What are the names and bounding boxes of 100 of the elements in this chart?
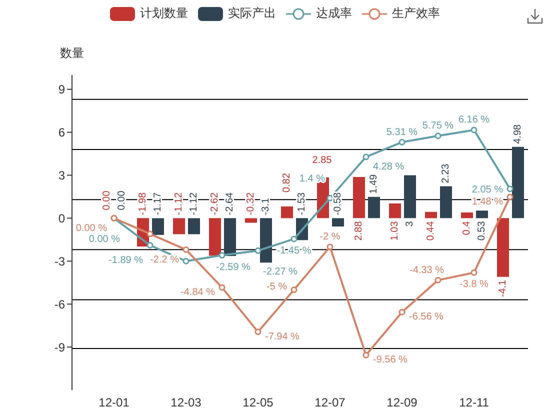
data-label: 1.49 (368, 174, 380, 194)
data-label: -2.2 % (150, 254, 180, 266)
legend-label: 生产效率 (392, 5, 440, 22)
data-label: -1.53 (296, 192, 308, 216)
data-label: -1.12 (188, 192, 200, 216)
point (254, 247, 262, 254)
point (434, 132, 442, 140)
point (506, 186, 514, 192)
data-label: -7.94 % (264, 331, 300, 342)
bar (512, 146, 524, 218)
bar (152, 218, 164, 235)
point (218, 252, 226, 259)
data-label: -1.12 (174, 192, 185, 216)
data-label: 0.00 % (88, 234, 120, 245)
bar (209, 218, 221, 256)
data-label: 0.82 (282, 172, 293, 192)
bar (404, 175, 416, 218)
data-label: 6.16 % (458, 114, 490, 126)
bar (353, 176, 365, 218)
point (182, 246, 190, 253)
data-label: 2.85 (312, 154, 332, 166)
data-label: -2.59 % (216, 262, 251, 273)
data-label: 0.4 (462, 220, 473, 236)
data-label: 2.88 (354, 220, 365, 241)
data-label: 0.53 (476, 220, 488, 241)
bar (260, 218, 272, 263)
point (182, 258, 190, 264)
data-label: -1.17 (152, 192, 164, 216)
data-label: -3.8 % (460, 279, 489, 290)
data-label: 3 (404, 220, 416, 227)
point (398, 308, 406, 316)
data-label: 0.00 (116, 190, 128, 210)
bar (476, 210, 488, 218)
data-label: -2.62 (210, 192, 221, 216)
point (362, 352, 370, 358)
point (326, 244, 334, 250)
y-tick-label: 6 (58, 126, 66, 140)
data-label: -1.89 % (108, 254, 144, 266)
data-label: -4.1 (498, 279, 509, 298)
data-label: 0.00 % (76, 222, 108, 234)
bar (224, 218, 236, 256)
bar (332, 218, 344, 226)
data-label: -5 % (266, 281, 288, 292)
data-label: -1.98 (138, 192, 149, 216)
bar (497, 218, 509, 277)
y-tick-label: -3 (54, 254, 66, 268)
point (290, 286, 298, 294)
x-tick-label: 12-03 (170, 396, 202, 410)
point (146, 230, 154, 238)
data-label: 1.03 (390, 220, 401, 241)
data-label: -4.33 % (410, 264, 444, 276)
point (398, 138, 406, 146)
data-label: 4.98 (512, 124, 524, 144)
data-label: -2.27 % (262, 266, 298, 278)
point (434, 276, 442, 284)
point (146, 242, 154, 248)
bar (425, 212, 437, 218)
point (470, 126, 478, 134)
data-label: 5.75 % (422, 120, 454, 132)
point (470, 269, 478, 276)
data-label: -0.58 (332, 192, 344, 216)
point (290, 236, 298, 242)
data-label: -4.84 % (180, 287, 216, 298)
data-label: -0.32 (246, 192, 257, 216)
bar (461, 212, 473, 218)
x-tick-label: 12-09 (386, 396, 418, 410)
bar (389, 203, 401, 218)
y-tick-label: 9 (58, 82, 66, 97)
x-tick-label: 12-07 (314, 396, 346, 410)
data-label: -3.1 (260, 198, 272, 216)
y-tick-label: 3 (58, 168, 66, 182)
legend-label: 实际产出 (228, 5, 276, 22)
x-tick-label: 12-01 (98, 396, 130, 410)
x-tick-label: 12-05 (242, 396, 274, 410)
y-tick-label: -9 (54, 340, 66, 354)
data-label: 0.44 (426, 220, 437, 241)
y-axis-title: 数量 (59, 45, 85, 62)
bar (368, 196, 380, 218)
y-tick-label: -6 (54, 297, 66, 312)
point (218, 284, 226, 291)
data-label: -2 % (320, 231, 340, 242)
data-label: 0.00 (102, 190, 113, 210)
y-tick-label: 0 (58, 211, 66, 226)
legend-label: 达成率 (316, 5, 352, 22)
point (254, 328, 262, 336)
data-label: -6.56 % (408, 312, 444, 323)
bar (440, 186, 452, 218)
legend-label: 计划数量 (140, 5, 188, 22)
data-label: -2.64 (224, 192, 236, 216)
data-label: -9.56 % (372, 354, 408, 366)
data-label: 2.05 % (472, 184, 504, 196)
bar (245, 218, 257, 223)
data-label: 5.31 % (386, 126, 418, 138)
data-label: 1.48 % (472, 196, 504, 208)
point (326, 194, 334, 202)
bar (188, 218, 200, 234)
point (362, 154, 370, 160)
bar (173, 218, 185, 234)
point (506, 194, 514, 200)
bar (281, 206, 293, 218)
